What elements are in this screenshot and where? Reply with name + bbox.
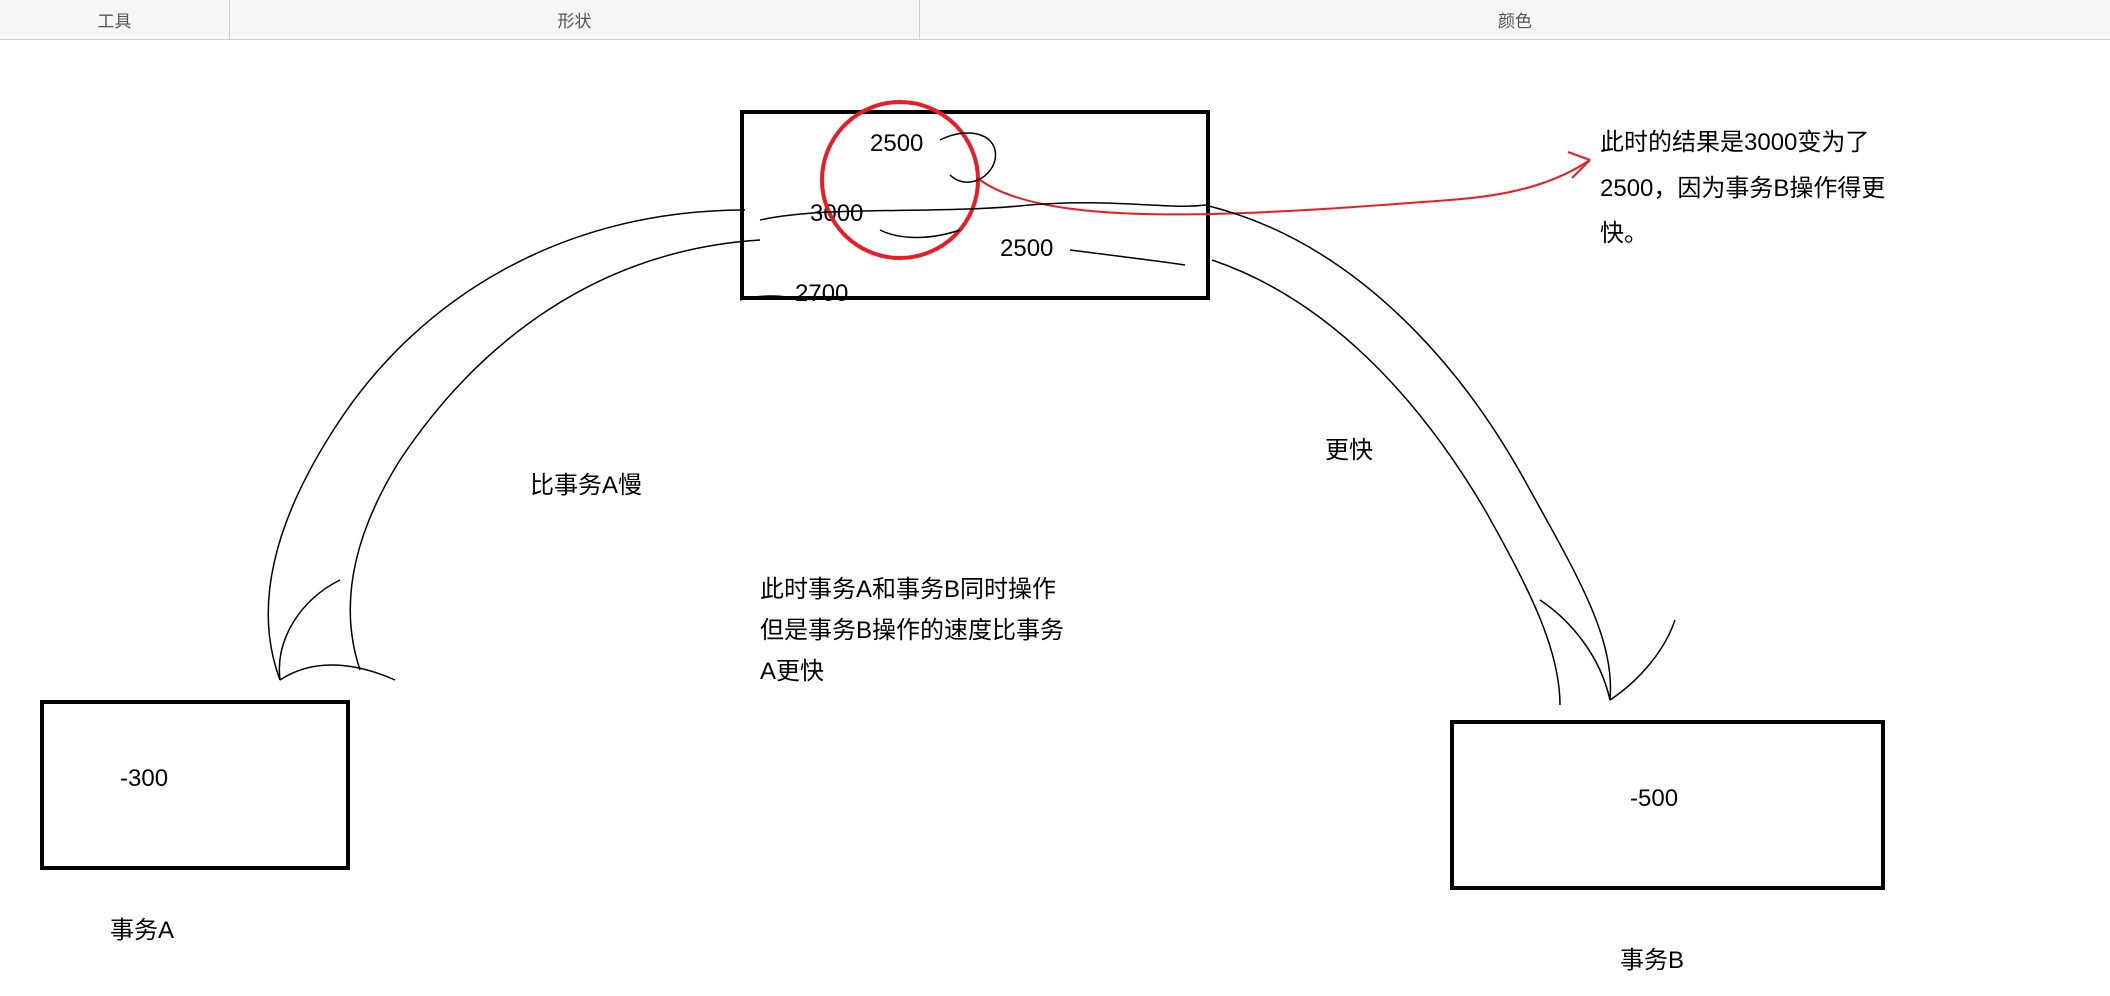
top-val-2700: 2700	[795, 280, 848, 308]
highlight-circle	[820, 100, 980, 260]
top-val-2500b: 2500	[1000, 235, 1053, 263]
ribbon-group-shapes[interactable]: 形状	[230, 0, 920, 39]
ribbon-group-colors[interactable]: 颜色	[920, 0, 2110, 39]
ribbon-label-tools: 工具	[98, 7, 132, 32]
left-arrow	[268, 210, 760, 680]
ribbon-toolbar: 工具 形状 颜色	[0, 0, 2110, 40]
right-box-label: 事务B	[1620, 940, 1684, 975]
center-note: 此时事务A和事务B同时操作 但是事务B操作的速度比事务 A更快	[760, 570, 1064, 692]
right-arrow-label: 更快	[1325, 430, 1373, 465]
ribbon-group-tools[interactable]: 工具	[0, 0, 230, 39]
right-arrow	[1205, 205, 1675, 705]
drawing-canvas[interactable]: 2500 3000 2500 2700 -300 事务A -500 事务B 比事…	[0, 40, 2110, 996]
ribbon-label-shapes: 形状	[558, 7, 592, 32]
left-box-value: -300	[120, 765, 168, 793]
right-note: 此时的结果是3000变为了 2500，因为事务B操作得更 快。	[1600, 120, 1885, 257]
left-arrow-label: 比事务A慢	[530, 465, 642, 500]
right-box-value: -500	[1630, 785, 1678, 813]
ribbon-label-colors: 颜色	[1498, 7, 1532, 32]
left-box-label: 事务A	[110, 910, 174, 945]
box-transaction-a	[40, 700, 350, 870]
